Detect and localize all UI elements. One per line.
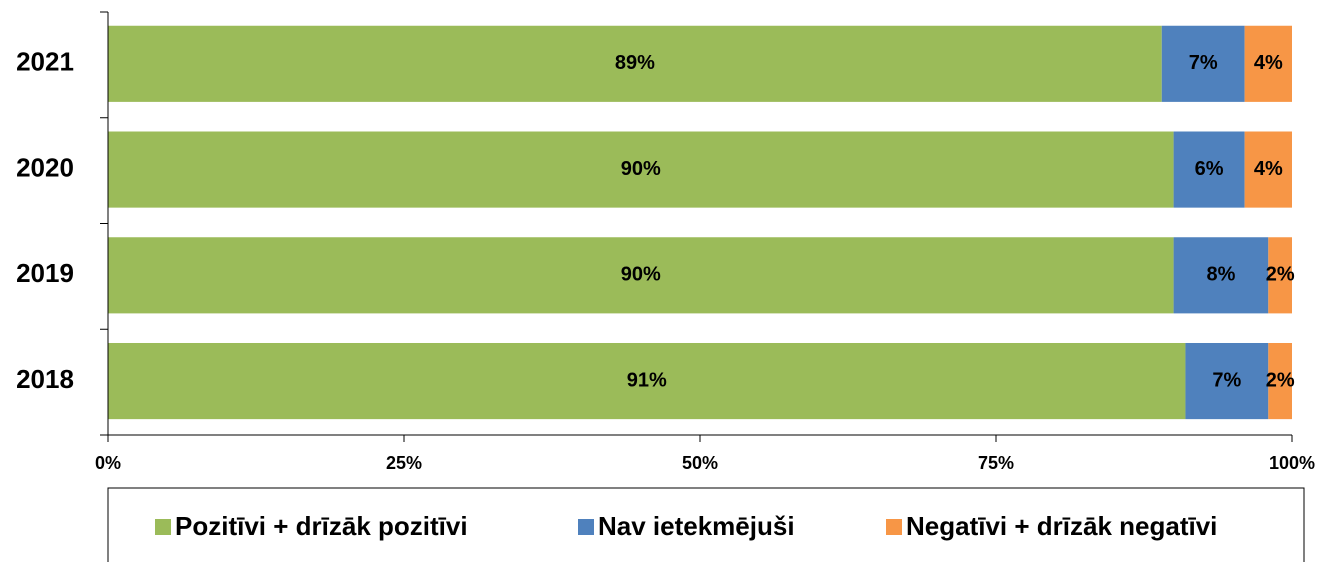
x-tick-label: 25% [386, 453, 422, 473]
legend-swatch [155, 519, 171, 535]
data-label: 4% [1254, 158, 1283, 180]
data-label: 7% [1212, 369, 1241, 391]
y-tick-label: 2021 [16, 47, 74, 77]
y-tick-label: 2019 [16, 258, 74, 288]
x-tick-label: 75% [978, 453, 1014, 473]
bar-segment [1268, 237, 1292, 314]
y-tick-label: 2020 [16, 152, 74, 182]
bar-segment [1244, 25, 1292, 102]
bar-segment [108, 237, 1174, 314]
data-label: 90% [621, 264, 661, 286]
data-label: 90% [621, 158, 661, 180]
x-tick-label: 100% [1269, 453, 1315, 473]
bar-segment [1185, 342, 1269, 420]
bar-segment [1268, 342, 1292, 420]
bar-segment [1244, 131, 1292, 208]
bar-segment [1173, 237, 1269, 314]
data-label: 8% [1207, 264, 1236, 286]
legend-swatch [578, 519, 594, 535]
legend-label: Negatīvi + drīzāk negatīvi [906, 511, 1217, 541]
data-label: 2% [1266, 264, 1295, 286]
data-label: 2% [1266, 369, 1295, 391]
x-tick-label: 0% [95, 453, 121, 473]
data-label: 6% [1195, 158, 1224, 180]
bar-segment [1161, 25, 1245, 102]
bar-segment [1173, 131, 1245, 208]
data-label: 89% [615, 52, 655, 74]
legend-swatch [886, 519, 902, 535]
bar-segment [108, 342, 1186, 420]
data-label: 4% [1254, 52, 1283, 74]
y-tick-label: 2018 [16, 364, 74, 394]
legend-box [107, 487, 1305, 562]
x-tick-label: 50% [682, 453, 718, 473]
bar-segment [108, 131, 1174, 208]
bar-segment [108, 25, 1162, 102]
data-label: 91% [627, 369, 667, 391]
legend-label: Pozitīvi + drīzāk pozitīvi [175, 511, 468, 541]
legend-label: Nav ietekmējuši [598, 511, 795, 541]
data-label: 7% [1189, 52, 1218, 74]
